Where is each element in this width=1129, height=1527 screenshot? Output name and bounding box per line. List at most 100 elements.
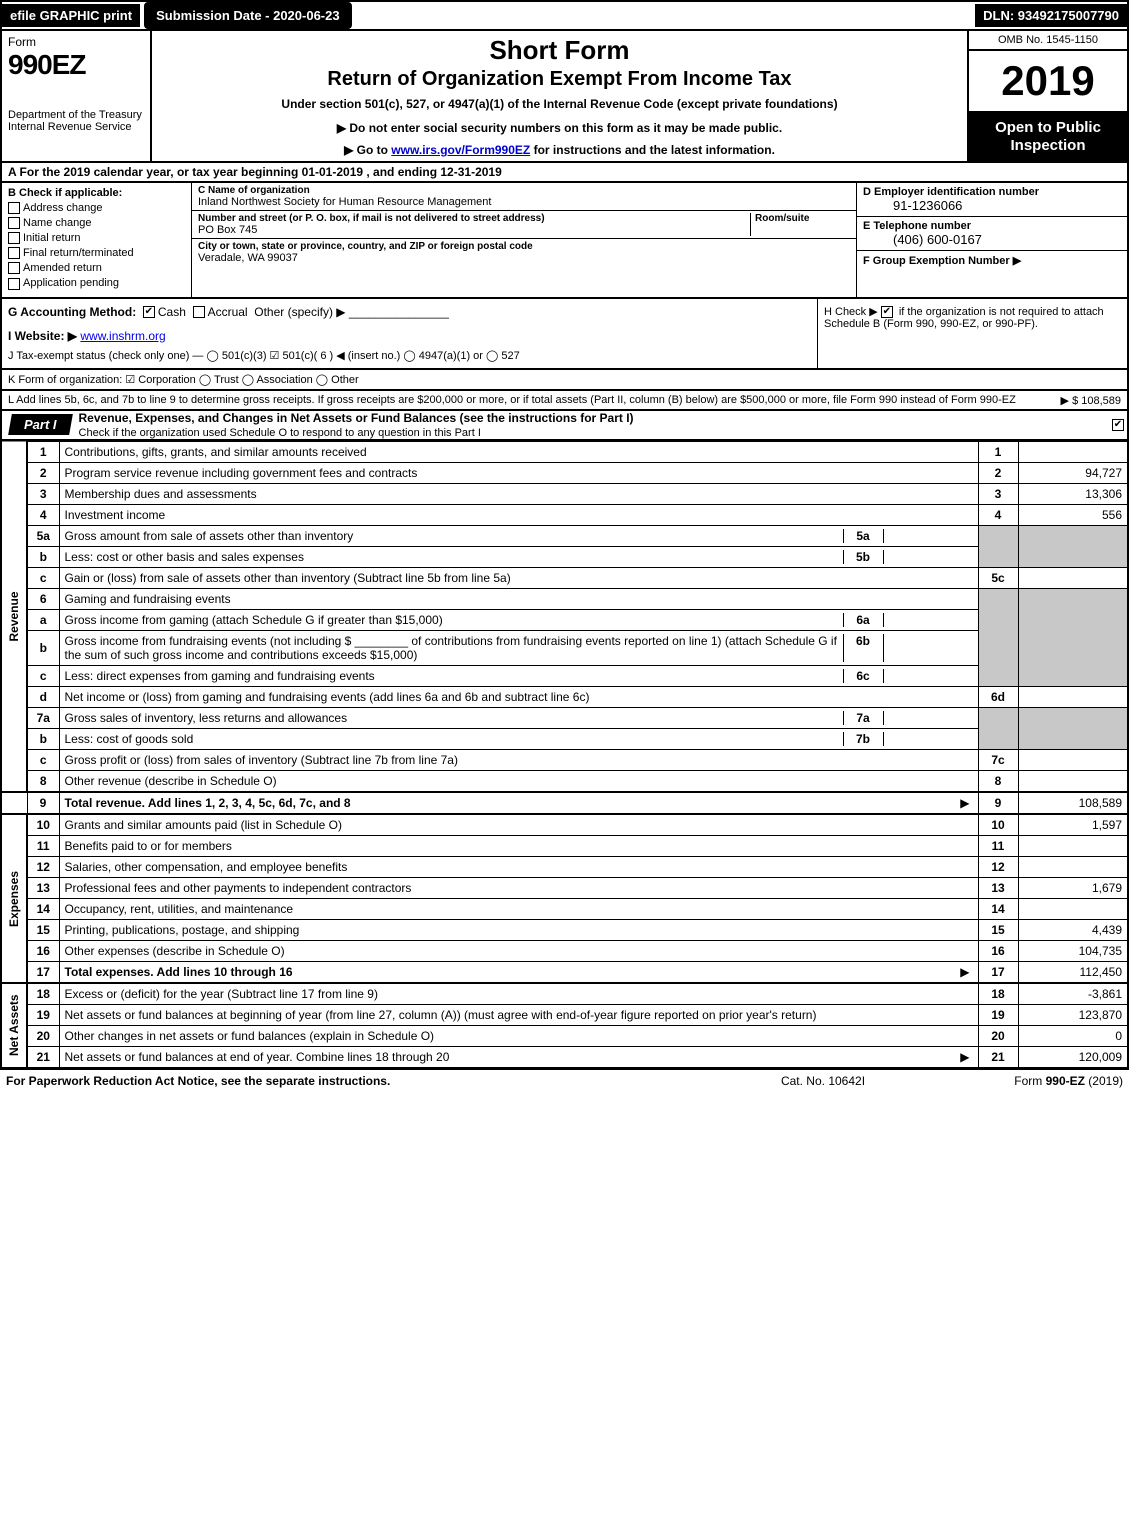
- ln-6: 6: [27, 588, 59, 609]
- box-bcdef: B Check if applicable: Address change Na…: [0, 183, 1129, 299]
- row-l: L Add lines 5b, 6c, and 7b to line 9 to …: [0, 391, 1129, 411]
- title-short-form: Short Form: [156, 35, 963, 66]
- box-19: 19: [978, 1004, 1018, 1025]
- amt-3: 13,306: [1018, 483, 1128, 504]
- row-h-text1: H Check ▶: [824, 306, 881, 318]
- page-footer: For Paperwork Reduction Act Notice, see …: [0, 1069, 1129, 1092]
- grey-5-amt: [1018, 525, 1128, 567]
- ln-21: 21: [27, 1046, 59, 1068]
- row-g-left: G Accounting Method: Cash Accrual Other …: [2, 299, 817, 368]
- grey-7: [978, 707, 1018, 749]
- accounting-method: G Accounting Method: Cash Accrual Other …: [8, 305, 811, 319]
- amt-10: 1,597: [1018, 814, 1128, 836]
- website-link[interactable]: www.inshrm.org: [80, 329, 165, 343]
- tax-exempt-status: J Tax-exempt status (check only one) — ◯…: [8, 349, 811, 362]
- box-5c: 5c: [978, 567, 1018, 588]
- ln-10: 10: [27, 814, 59, 836]
- amt-1: [1018, 441, 1128, 462]
- box-20: 20: [978, 1025, 1018, 1046]
- tax-year: 2019: [969, 51, 1127, 113]
- col-c: C Name of organization Inland Northwest …: [192, 183, 857, 297]
- desc-13: Professional fees and other payments to …: [59, 877, 978, 898]
- ln-16: 16: [27, 940, 59, 961]
- side-expenses: Expenses: [1, 814, 27, 983]
- row-k: K Form of organization: ☑ Corporation ◯ …: [0, 370, 1129, 391]
- ein-value: 91-1236066: [863, 198, 1121, 213]
- side-netassets: Net Assets: [1, 983, 27, 1068]
- ln-6a: a: [27, 609, 59, 630]
- group-exemption-cell: F Group Exemption Number ▶: [857, 251, 1127, 270]
- amt-4: 556: [1018, 504, 1128, 525]
- ln-6c: c: [27, 665, 59, 686]
- amt-9: 108,589: [1018, 792, 1128, 814]
- box-7c: 7c: [978, 749, 1018, 770]
- amt-7c: [1018, 749, 1128, 770]
- desc-20: Other changes in net assets or fund bala…: [59, 1025, 978, 1046]
- ln-1: 1: [27, 441, 59, 462]
- amt-8: [1018, 770, 1128, 792]
- ein-label: D Employer identification number: [863, 186, 1121, 198]
- row-l-amount: ▶ $ 108,589: [1061, 394, 1121, 407]
- chk-schedule-b[interactable]: [881, 306, 893, 318]
- ln-17: 17: [27, 961, 59, 983]
- street-cell: Number and street (or P. O. box, if mail…: [192, 211, 856, 239]
- box-9: 9: [978, 792, 1018, 814]
- org-name: Inland Northwest Society for Human Resou…: [198, 196, 850, 208]
- box-11: 11: [978, 835, 1018, 856]
- ln-6b: b: [27, 630, 59, 665]
- ln-20: 20: [27, 1025, 59, 1046]
- chk-pending[interactable]: Application pending: [8, 277, 185, 289]
- city-value: Veradale, WA 99037: [198, 252, 850, 264]
- amt-14: [1018, 898, 1128, 919]
- chk-final-return[interactable]: Final return/terminated: [8, 247, 185, 259]
- form-header: Form 990EZ Department of the Treasury In…: [0, 31, 1129, 163]
- ln-15: 15: [27, 919, 59, 940]
- ln-5c: c: [27, 567, 59, 588]
- chk-accrual[interactable]: [193, 306, 205, 318]
- room-label: Room/suite: [755, 213, 850, 224]
- chk-amended[interactable]: Amended return: [8, 262, 185, 274]
- ln-9: 9: [27, 792, 59, 814]
- row-gh: G Accounting Method: Cash Accrual Other …: [0, 299, 1129, 370]
- chk-cash[interactable]: [143, 306, 155, 318]
- box-8: 8: [978, 770, 1018, 792]
- phone-value: (406) 600-0167: [863, 232, 1121, 247]
- box-18: 18: [978, 983, 1018, 1005]
- part1-tab: Part I: [8, 414, 72, 435]
- desc-5b: Less: cost or other basis and sales expe…: [59, 546, 978, 567]
- ln-19: 19: [27, 1004, 59, 1025]
- box-13: 13: [978, 877, 1018, 898]
- box-21: 21: [978, 1046, 1018, 1068]
- phone-label: E Telephone number: [863, 220, 1121, 232]
- row-a-period: A For the 2019 calendar year, or tax yea…: [0, 163, 1129, 183]
- desc-6b: Gross income from fundraising events (no…: [59, 630, 978, 665]
- efile-label[interactable]: efile GRAPHIC print: [2, 4, 140, 27]
- ln-5b: b: [27, 546, 59, 567]
- header-right: OMB No. 1545-1150 2019 Open to Public In…: [967, 31, 1127, 161]
- website-row: I Website: ▶ www.inshrm.org: [8, 329, 811, 343]
- irs-link[interactable]: www.irs.gov/Form990EZ: [391, 143, 530, 157]
- chk-address-change[interactable]: Address change: [8, 202, 185, 214]
- box-4: 4: [978, 504, 1018, 525]
- ln-14: 14: [27, 898, 59, 919]
- org-name-label: C Name of organization: [198, 185, 850, 196]
- desc-10: Grants and similar amounts paid (list in…: [59, 814, 978, 836]
- box-14: 14: [978, 898, 1018, 919]
- amt-11: [1018, 835, 1128, 856]
- ln-4: 4: [27, 504, 59, 525]
- form-number: 990EZ: [8, 49, 144, 81]
- col-b: B Check if applicable: Address change Na…: [2, 183, 192, 297]
- amt-2: 94,727: [1018, 462, 1128, 483]
- desc-19: Net assets or fund balances at beginning…: [59, 1004, 978, 1025]
- part1-heading: Revenue, Expenses, and Changes in Net As…: [79, 411, 1112, 439]
- box-6d: 6d: [978, 686, 1018, 707]
- grey-5: [978, 525, 1018, 567]
- chk-schedule-o-part1[interactable]: [1112, 419, 1124, 431]
- desc-7b: Less: cost of goods sold7b: [59, 728, 978, 749]
- amt-19: 123,870: [1018, 1004, 1128, 1025]
- chk-initial-return[interactable]: Initial return: [8, 232, 185, 244]
- desc-6a: Gross income from gaming (attach Schedul…: [59, 609, 978, 630]
- chk-name-change[interactable]: Name change: [8, 217, 185, 229]
- ln-8: 8: [27, 770, 59, 792]
- row-h: H Check ▶ if the organization is not req…: [817, 299, 1127, 368]
